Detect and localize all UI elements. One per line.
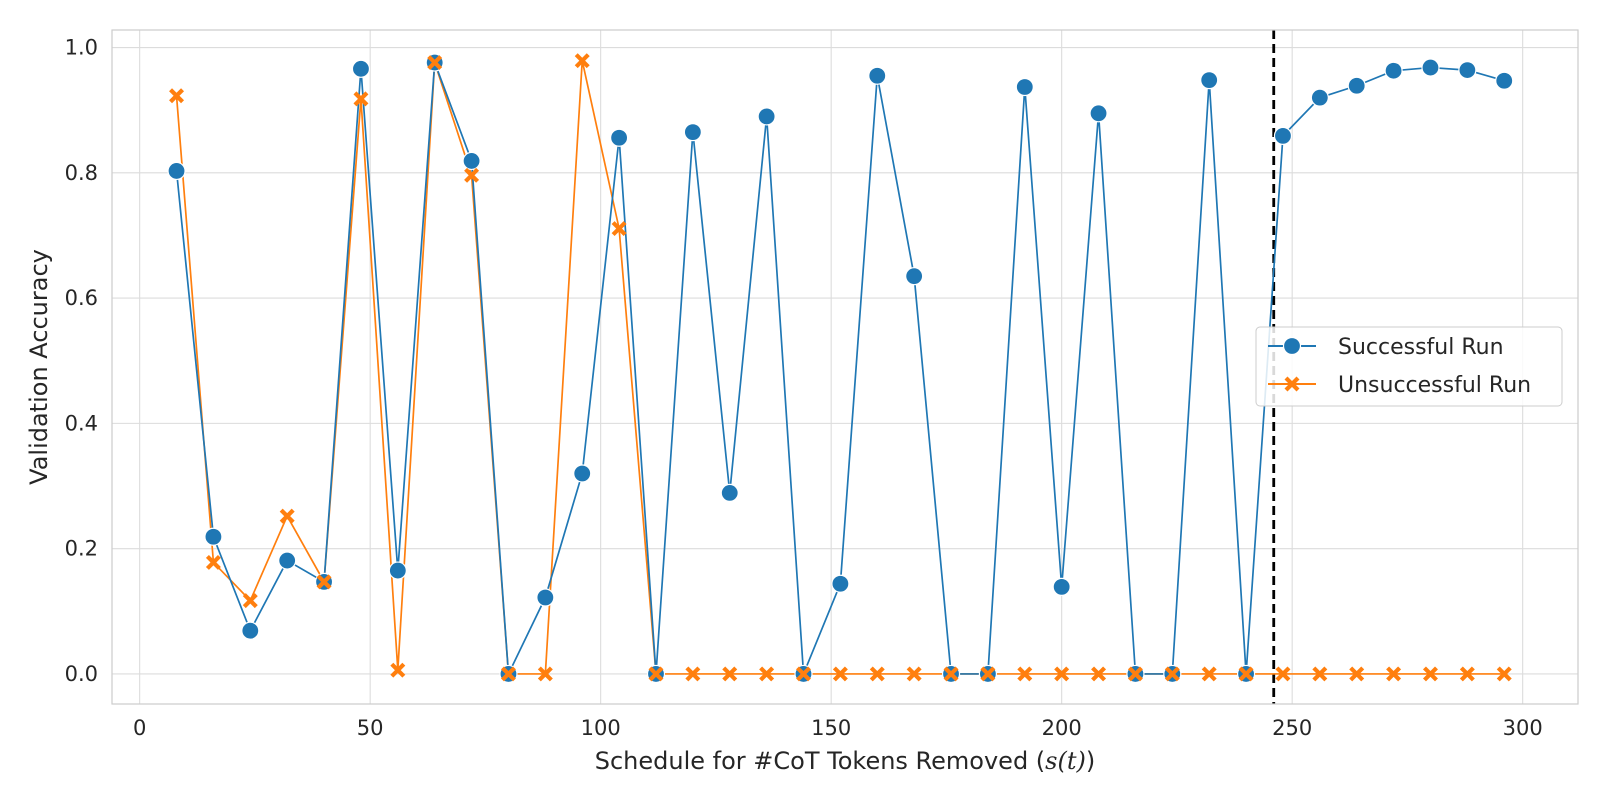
x-tick-label: 200 bbox=[1042, 716, 1082, 740]
data-point bbox=[204, 527, 223, 546]
data-point bbox=[500, 666, 516, 682]
y-tick-label: 0.2 bbox=[65, 537, 98, 561]
x-tick-label: 150 bbox=[811, 716, 851, 740]
x-axis-label-text: Schedule for #CoT Tokens Removed ( bbox=[595, 747, 1045, 775]
legend: Successful Run Unsuccessful Run bbox=[1255, 326, 1563, 407]
data-point bbox=[1349, 666, 1365, 682]
data-point bbox=[351, 59, 371, 78]
x-axis-label-suffix: ) bbox=[1086, 747, 1095, 775]
data-point bbox=[648, 666, 664, 682]
x-tick-label: 100 bbox=[581, 716, 621, 740]
data-point bbox=[831, 574, 850, 593]
data-point bbox=[685, 666, 701, 682]
data-point bbox=[1458, 60, 1477, 80]
x-axis-label: Schedule for #CoT Tokens Removed (s(t)) bbox=[595, 747, 1095, 775]
data-point bbox=[205, 554, 221, 570]
data-point bbox=[868, 66, 887, 85]
legend-x-marker-icon bbox=[1284, 376, 1300, 392]
data-point bbox=[242, 593, 258, 609]
data-point bbox=[869, 666, 885, 682]
y-tick-label: 0.4 bbox=[65, 411, 98, 435]
data-point bbox=[683, 123, 702, 142]
data-point bbox=[536, 588, 555, 607]
data-point bbox=[1052, 577, 1071, 596]
data-point bbox=[573, 464, 592, 483]
data-point bbox=[1273, 126, 1293, 145]
data-point bbox=[759, 666, 775, 682]
data-point bbox=[1347, 76, 1366, 95]
series-layer bbox=[167, 53, 1514, 684]
legend-circle-marker-icon bbox=[1282, 336, 1302, 356]
data-point bbox=[1386, 666, 1402, 682]
data-point bbox=[1238, 666, 1254, 682]
data-point bbox=[1127, 666, 1143, 682]
data-point bbox=[1091, 666, 1107, 682]
data-point bbox=[278, 551, 297, 570]
data-point bbox=[1164, 666, 1180, 682]
data-point bbox=[1054, 666, 1070, 682]
data-point bbox=[241, 621, 260, 640]
data-point bbox=[1495, 71, 1514, 90]
data-point bbox=[427, 55, 443, 71]
plot-frame bbox=[111, 29, 1579, 705]
data-point bbox=[1310, 88, 1329, 107]
data-point bbox=[832, 666, 848, 682]
data-point bbox=[1496, 666, 1512, 682]
data-point bbox=[1312, 666, 1328, 682]
x-tick-label: 50 bbox=[357, 716, 384, 740]
data-point bbox=[279, 508, 295, 524]
data-point bbox=[720, 483, 739, 503]
data-point bbox=[943, 666, 959, 682]
x-axis-label-math: s(t) bbox=[1045, 747, 1086, 775]
data-point bbox=[316, 574, 332, 590]
legend-label-unsuccessful: Unsuccessful Run bbox=[1338, 373, 1531, 398]
data-point bbox=[574, 53, 590, 69]
y-tick-label: 0.8 bbox=[65, 161, 98, 185]
data-point bbox=[906, 666, 922, 682]
data-point bbox=[905, 267, 924, 286]
y-tick-label: 0.6 bbox=[65, 286, 98, 310]
data-point bbox=[1421, 58, 1440, 77]
data-point bbox=[1422, 666, 1438, 682]
data-point bbox=[1089, 104, 1108, 123]
data-point bbox=[796, 666, 811, 682]
data-point bbox=[757, 107, 776, 126]
data-point bbox=[1200, 71, 1219, 90]
x-tick-label: 250 bbox=[1272, 716, 1312, 740]
y-tick-label: 0.0 bbox=[65, 662, 98, 686]
legend-label-successful: Successful Run bbox=[1338, 335, 1504, 360]
data-point bbox=[1015, 77, 1034, 97]
data-point bbox=[537, 666, 553, 682]
data-point bbox=[980, 666, 996, 682]
data-point bbox=[169, 88, 185, 104]
data-point bbox=[390, 662, 406, 678]
legend-frame bbox=[1255, 326, 1563, 407]
data-point bbox=[462, 151, 481, 171]
legend-entry-unsuccessful: Unsuccessful Run bbox=[1268, 373, 1531, 398]
x-tick-label: 300 bbox=[1503, 716, 1543, 740]
data-point bbox=[353, 91, 369, 107]
data-point bbox=[1384, 61, 1403, 80]
y-axis-label: Validation Accuracy bbox=[25, 249, 53, 485]
data-point bbox=[388, 561, 407, 580]
data-point bbox=[1201, 666, 1217, 682]
data-point bbox=[611, 221, 627, 237]
y-tick-label: 1.0 bbox=[65, 36, 98, 60]
data-point bbox=[722, 666, 738, 682]
x-tick-labels: 0 50 100 150 200 250 300 bbox=[133, 716, 1543, 740]
markers-unsuccessful-run bbox=[169, 53, 1512, 682]
data-point bbox=[1017, 666, 1033, 682]
data-point bbox=[1275, 666, 1291, 682]
data-point bbox=[464, 167, 480, 183]
data-point bbox=[610, 128, 629, 147]
legend-entry-successful: Successful Run bbox=[1268, 335, 1504, 360]
y-tick-labels: 0.0 0.2 0.4 0.6 0.8 1.0 bbox=[65, 36, 98, 686]
data-point bbox=[1459, 666, 1475, 682]
data-point bbox=[167, 161, 186, 181]
x-tick-label: 0 bbox=[133, 716, 146, 740]
